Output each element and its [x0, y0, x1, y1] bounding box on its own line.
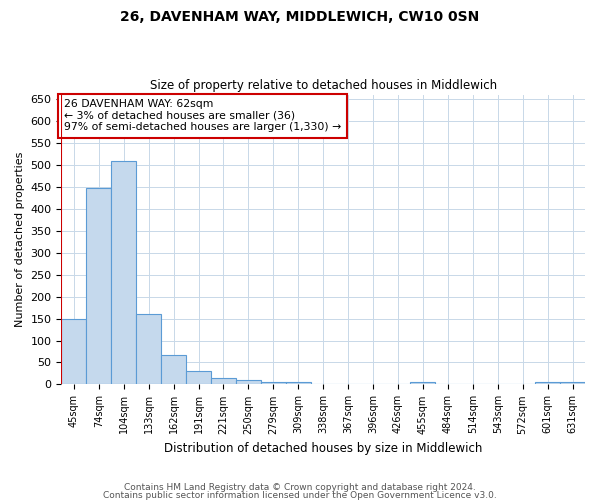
- Bar: [261, 382, 286, 384]
- Bar: [161, 354, 186, 384]
- Bar: [535, 382, 560, 384]
- Bar: [560, 382, 585, 384]
- Bar: [86, 188, 111, 384]
- Text: 26 DAVENHAM WAY: 62sqm
← 3% of detached houses are smaller (36)
97% of semi-deta: 26 DAVENHAM WAY: 62sqm ← 3% of detached …: [64, 99, 341, 132]
- X-axis label: Distribution of detached houses by size in Middlewich: Distribution of detached houses by size …: [164, 442, 482, 455]
- Bar: [111, 162, 136, 384]
- Title: Size of property relative to detached houses in Middlewich: Size of property relative to detached ho…: [149, 79, 497, 92]
- Bar: [211, 378, 236, 384]
- Text: Contains public sector information licensed under the Open Government Licence v3: Contains public sector information licen…: [103, 490, 497, 500]
- Bar: [61, 320, 86, 384]
- Y-axis label: Number of detached properties: Number of detached properties: [15, 152, 25, 327]
- Bar: [136, 314, 161, 384]
- Bar: [186, 371, 211, 384]
- Bar: [236, 380, 261, 384]
- Bar: [410, 382, 436, 384]
- Text: 26, DAVENHAM WAY, MIDDLEWICH, CW10 0SN: 26, DAVENHAM WAY, MIDDLEWICH, CW10 0SN: [121, 10, 479, 24]
- Text: Contains HM Land Registry data © Crown copyright and database right 2024.: Contains HM Land Registry data © Crown c…: [124, 484, 476, 492]
- Bar: [286, 382, 311, 384]
